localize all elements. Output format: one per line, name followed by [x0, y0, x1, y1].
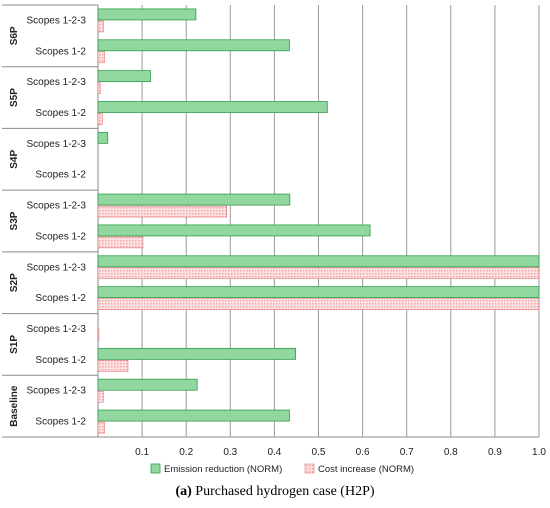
group-label: S2P [9, 273, 20, 292]
legend-label-cost: Cost increase (NORM) [318, 464, 414, 475]
bar-cost-increase [97, 267, 540, 280]
bar-cost-increase [97, 82, 101, 94]
bar-emission-reduction [97, 39, 290, 52]
x-tick-label: 0.2 [179, 447, 193, 458]
bar-cost-increase [97, 360, 129, 372]
legend-swatch-cost [304, 463, 315, 474]
bar-emission-reduction [97, 255, 540, 268]
category-label: Scopes 1-2-3 [27, 77, 87, 88]
x-tick-label: 0.1 [135, 447, 149, 458]
group-label: S1P [9, 335, 20, 354]
bar-cost-increase [97, 113, 103, 125]
bar-cost-increase [97, 298, 540, 310]
category-label: Scopes 1-2 [35, 108, 86, 119]
x-tick-label: 0.5 [312, 447, 326, 458]
figure-caption: (a) Purchased hydrogen case (H2P) [0, 484, 550, 500]
group-label: S3P [9, 211, 20, 230]
x-tick-label: 0.8 [444, 447, 458, 458]
legend-swatch-emission [150, 463, 161, 474]
bar-emission-reduction [97, 286, 540, 299]
bar-cost-increase [97, 236, 144, 249]
category-label: Scopes 1-2-3 [27, 201, 87, 212]
bar-emission-reduction [97, 193, 291, 206]
x-tick-label: 1.0 [532, 447, 546, 458]
category-label: Scopes 1-2 [35, 170, 86, 181]
bar-emission-reduction [97, 8, 197, 21]
bar-emission-reduction [97, 378, 198, 391]
category-label: Scopes 1-2-3 [27, 139, 87, 150]
bar-cost-increase [97, 390, 104, 403]
bar-emission-reduction [97, 224, 371, 237]
x-tick-label: 0.7 [400, 447, 414, 458]
category-label: Scopes 1-2 [35, 231, 86, 242]
group-label: S5P [9, 88, 20, 107]
caption-text: Purchased hydrogen case (H2P) [195, 484, 375, 499]
x-tick-label: 0.3 [223, 447, 237, 458]
bar-cost-increase [97, 329, 100, 341]
category-label: Scopes 1-2-3 [27, 262, 87, 273]
caption-label: (a) [175, 484, 192, 499]
x-tick-label: 0.4 [267, 447, 281, 458]
bar-cost-increase [97, 205, 228, 218]
category-label: Scopes 1-2-3 [27, 15, 87, 26]
x-tick-label: 0.6 [356, 447, 370, 458]
x-tick-label: 0.9 [488, 447, 502, 458]
bar-cost-increase [97, 421, 105, 434]
category-label: Scopes 1-2 [35, 355, 86, 366]
bar-emission-reduction [97, 70, 151, 83]
bar-emission-reduction [97, 101, 328, 113]
bar-cost-increase [97, 20, 104, 33]
category-label: Scopes 1-2 [35, 417, 86, 428]
category-label: Scopes 1-2-3 [27, 324, 87, 335]
bar-cost-increase [97, 51, 105, 64]
category-label: Scopes 1-2 [35, 46, 86, 57]
bar-emission-reduction [97, 131, 109, 144]
category-label: Scopes 1-2 [35, 293, 86, 304]
group-label: S6P [9, 26, 20, 45]
bar-emission-reduction [97, 409, 290, 422]
legend-label-emission: Emission reduction (NORM) [164, 464, 282, 475]
bar-chart: 0.1 0.2 0.3 0.4 0.5 0.6 0.7 0.8 0.9 1.0 S6P Scopes … [2, 4, 546, 475]
category-label: Scopes 1-2-3 [27, 386, 87, 397]
group-label: S4P [9, 150, 20, 169]
group-label: Baseline [9, 385, 20, 427]
bar-emission-reduction [97, 347, 296, 360]
